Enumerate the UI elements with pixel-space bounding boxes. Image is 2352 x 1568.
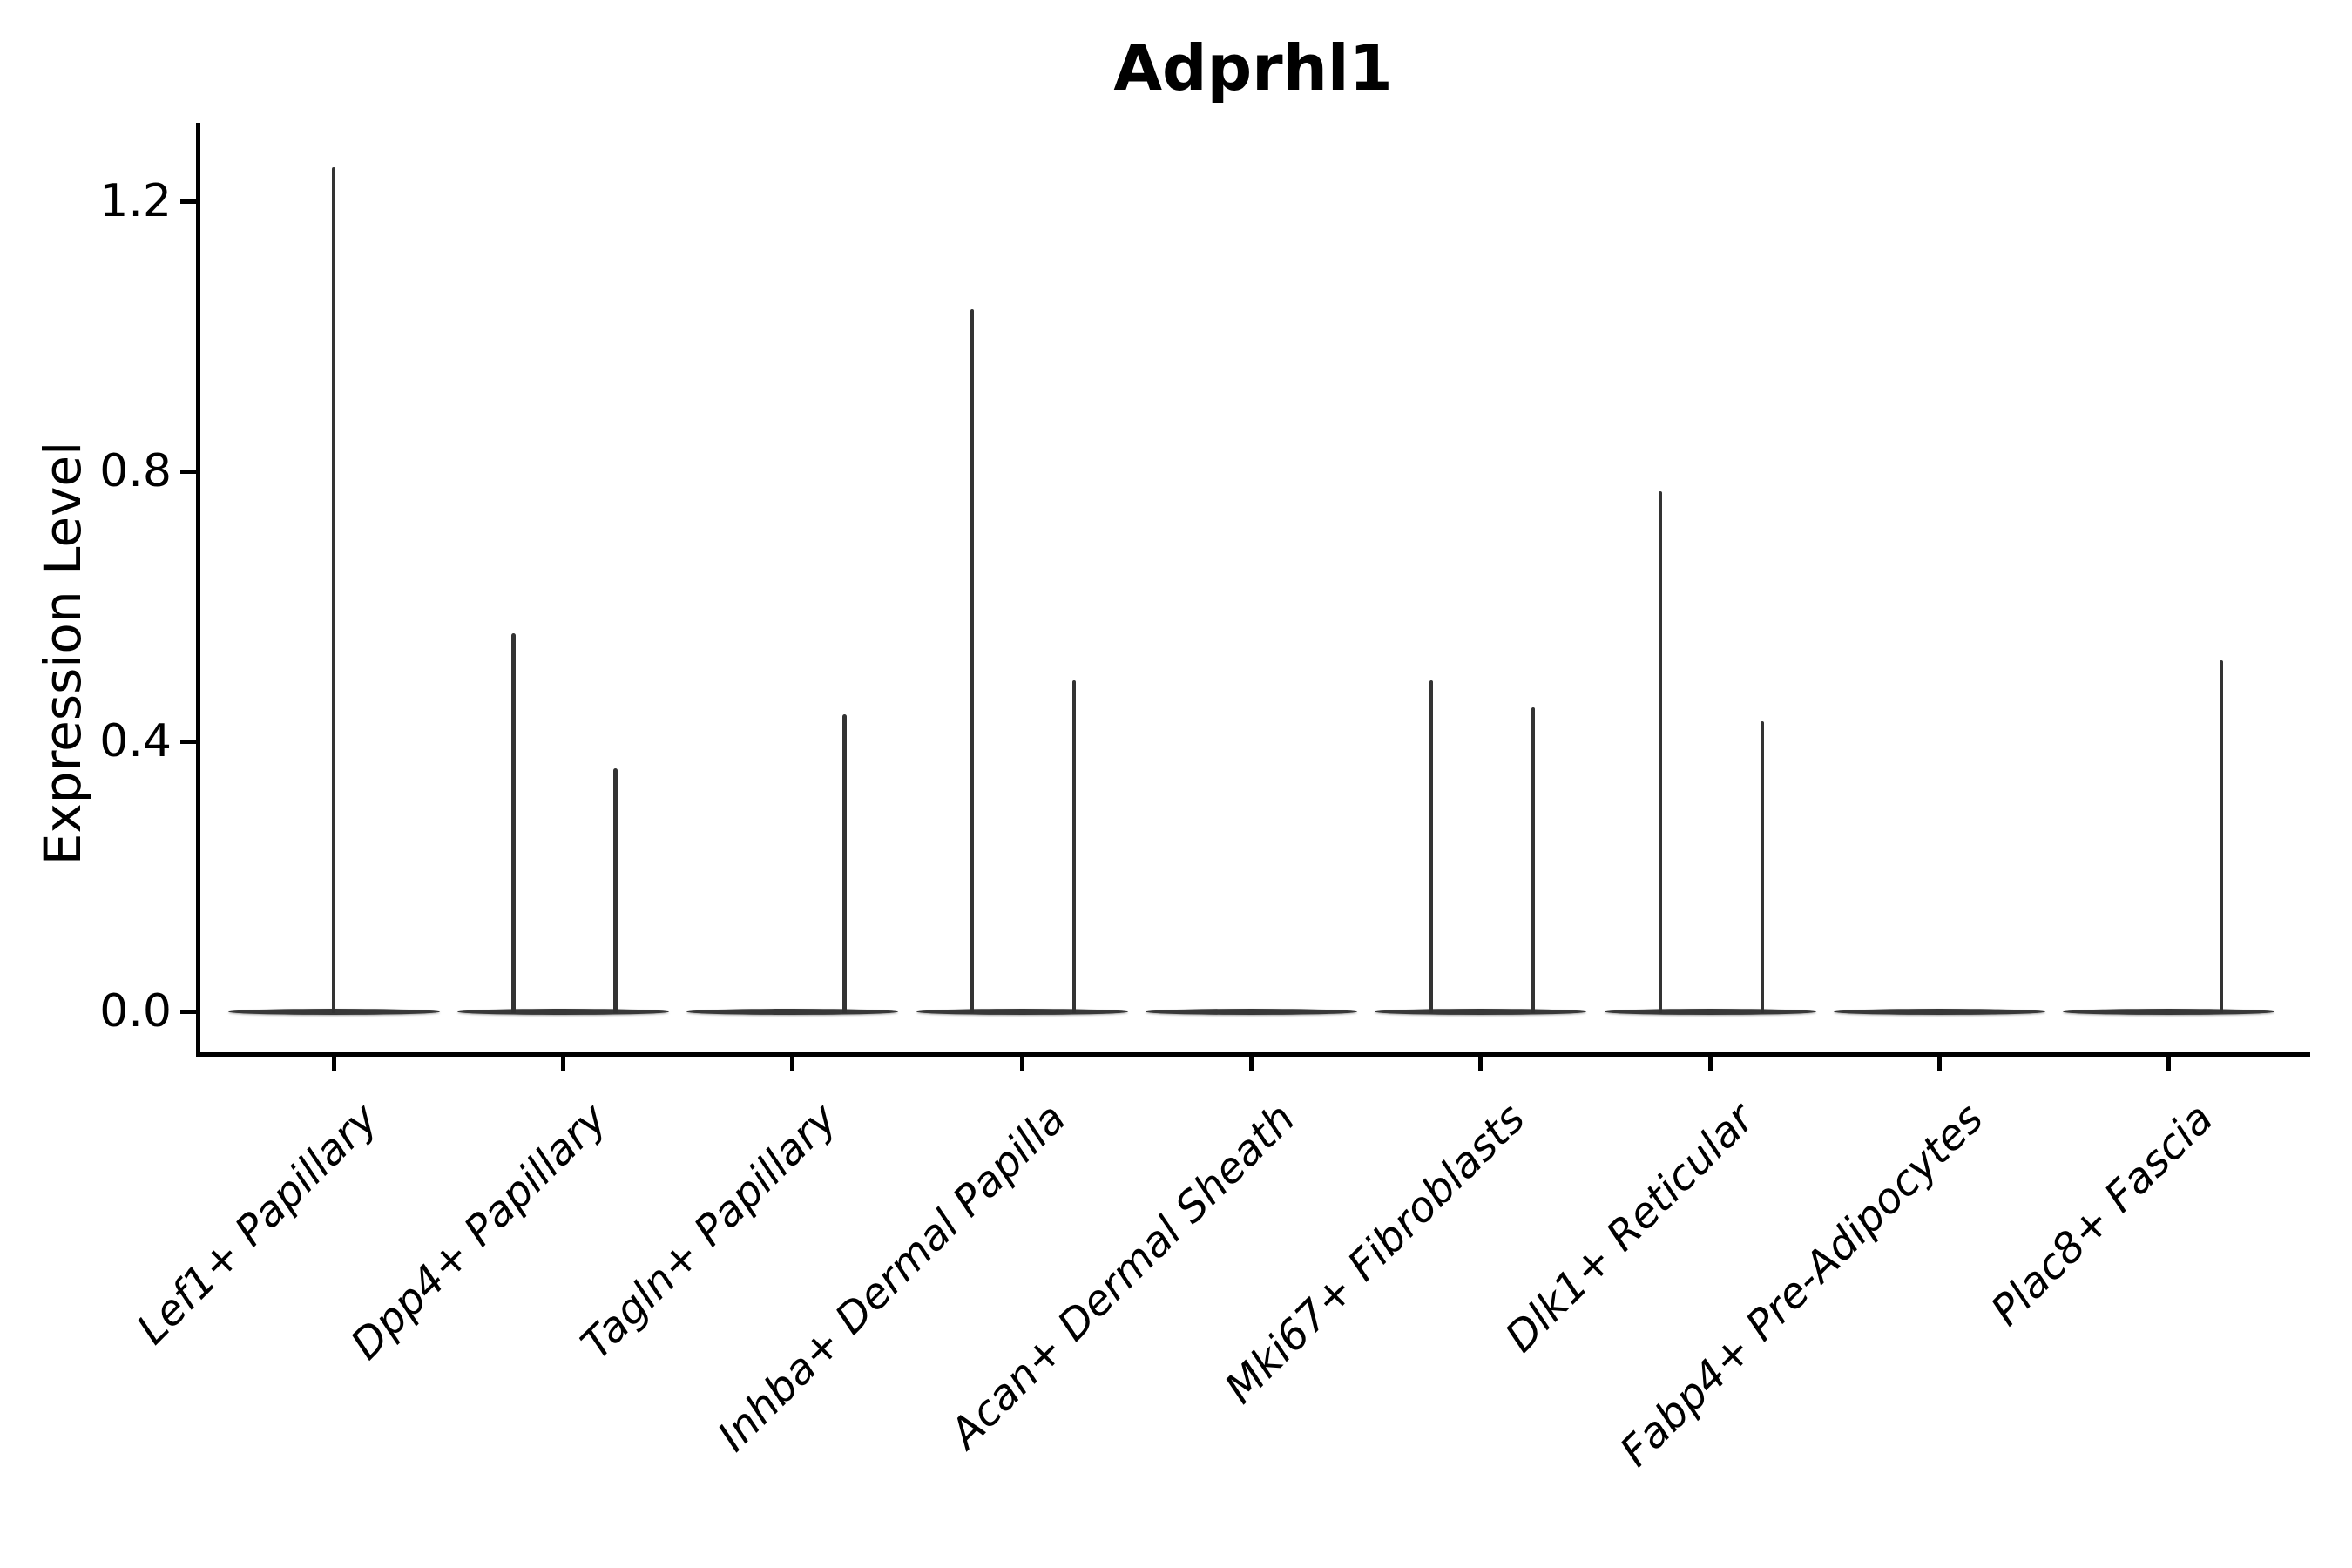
x-tick-label: Dlk1+ Reticular — [1496, 1094, 1764, 1362]
x-tick-mark — [1478, 1057, 1484, 1071]
x-tick-label: Dpp4+ Papillary — [341, 1094, 617, 1369]
x-tick-label: Lef1+ Papillary — [127, 1094, 388, 1355]
y-tick-label: 0.8 — [99, 445, 172, 497]
y-tick-mark — [180, 739, 196, 744]
violin-spike — [1760, 720, 1765, 1013]
x-tick-mark — [2166, 1057, 2172, 1071]
x-axis-spine — [196, 1052, 2310, 1057]
x-tick-mark — [331, 1057, 336, 1071]
violin-spike — [1531, 707, 1535, 1013]
violin-body — [686, 1008, 899, 1015]
y-axis-label: Expression Level — [33, 441, 92, 866]
x-tick-mark — [790, 1057, 795, 1071]
plot-title: Adprhl1 — [1113, 31, 1393, 105]
violin-body — [916, 1008, 1128, 1015]
x-tick-mark — [1707, 1057, 1713, 1071]
x-tick-label: Tagln+ Papillary — [571, 1094, 847, 1369]
violin-body — [1375, 1008, 1587, 1015]
violin-spike — [2219, 660, 2224, 1013]
violin-spike — [1429, 680, 1433, 1013]
y-tick-label: 0.0 — [99, 985, 172, 1037]
x-tick-mark — [1019, 1057, 1024, 1071]
violin-body — [1604, 1008, 1816, 1015]
violin-spike — [842, 714, 847, 1013]
x-tick-mark — [560, 1057, 565, 1071]
violin-body — [456, 1008, 669, 1015]
x-tick-label: Plac8+ Fascia — [1981, 1094, 2223, 1335]
y-tick-mark — [180, 469, 196, 474]
y-axis-spine — [196, 123, 200, 1057]
violin-body — [2063, 1008, 2275, 1015]
y-tick-label: 0.4 — [99, 715, 172, 767]
violin-spike — [1658, 491, 1663, 1013]
y-tick-mark — [180, 199, 196, 204]
x-tick-mark — [1936, 1057, 1942, 1071]
violin-spike — [970, 309, 975, 1013]
violin-body — [1833, 1008, 2045, 1015]
violin-body — [1145, 1008, 1357, 1015]
violin-spike — [511, 633, 516, 1013]
x-tick-label: Fabp4+ Pre-Adipocytes — [1611, 1094, 1994, 1477]
violin-spike — [331, 167, 336, 1013]
violin-spike — [1071, 680, 1077, 1013]
violin-spike — [613, 768, 618, 1013]
y-tick-label: 1.2 — [99, 175, 172, 227]
y-tick-mark — [180, 1009, 196, 1014]
x-tick-mark — [1248, 1057, 1254, 1071]
